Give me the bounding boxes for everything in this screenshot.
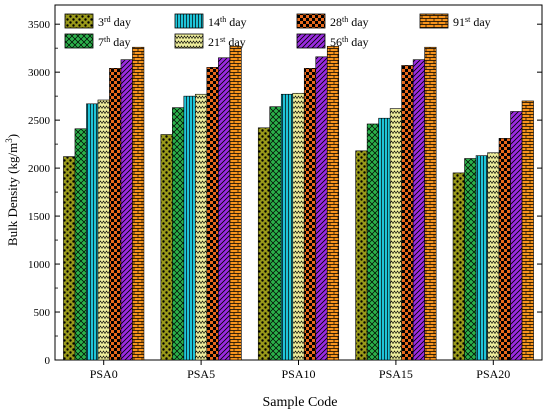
bar-psa0-series-3 [86,103,99,361]
x-tick-label: PSA0 [90,367,118,381]
bar-psa10-series-6 [315,56,328,361]
plot-area: 0 500 1000 1500 2000 2500 3000 3500 PSA0 PSA5 PSA1… [28,4,543,381]
legend-swatch-2 [64,33,94,49]
legend-label-3: 14th day [208,15,247,30]
bar-psa10-series-3 [280,93,294,361]
bar-psa0-series-1 [63,156,76,361]
bar-psa20-series-6 [510,111,523,361]
legend-label-2: 7th day [98,35,131,50]
y-axis-label-sup: 3 [4,138,14,143]
bar-psa15-series-4 [389,108,402,361]
legend-swatch-4 [174,33,204,49]
bar-psa0-series-7 [132,46,145,361]
bar-psa20-series-1 [452,172,465,361]
x-axis-label: Sample Code [262,395,337,410]
legend-label-4: 21st day [208,35,246,50]
y-tick-label: 1500 [28,211,51,223]
bar-psa15-series-5 [401,65,414,361]
bar-psa5-series-3 [183,95,196,361]
bar-psa0-series-6 [120,59,133,361]
y-tick-label: 3500 [28,19,51,31]
bar-psa15-series-2 [366,123,379,361]
y-tick-label: 500 [34,307,51,319]
x-tick-label: PSA10 [281,367,315,381]
bar-psa5-series-1 [160,134,173,361]
bar-psa15-series-3 [378,117,391,361]
bar-psa20-series-2 [464,158,477,361]
y-tick-label: 0 [45,355,51,367]
bar-psa20-series-4 [487,152,500,361]
bar-psa0-series-5 [109,68,122,361]
y-axis-label: Bulk Density (kg/m3) [4,134,20,246]
legend-swatch-1 [64,13,94,29]
legend-swatch-3 [174,13,204,29]
bar-psa20-series-3 [475,155,488,361]
y-axis-label-close: ) [5,134,20,138]
bar-psa10-series-4 [292,92,305,361]
x-tick-label: PSA20 [476,367,510,381]
legend-swatch-7 [419,13,449,29]
legend-label-7: 91st day [453,15,491,30]
bar-psa15-series-7 [424,46,437,361]
y-tick-label: 3000 [28,67,51,79]
bar-psa5-series-4 [195,93,208,361]
y-tick-label: 1000 [28,259,51,271]
bar-psa10-series-5 [303,68,317,361]
y-tick-label: 2000 [28,163,51,175]
bar-psa5-series-5 [206,67,219,361]
bar-psa15-series-1 [355,150,368,361]
legend-label-1: 3rd day [98,15,131,30]
legend-swatch-6 [296,33,326,49]
bar-psa5-series-7 [229,45,242,361]
bar-psa5-series-6 [218,57,231,361]
bar-psa20-series-7 [521,100,534,361]
legend-label-5: 28th day [330,15,369,30]
bar-psa0-series-4 [97,99,110,361]
bar-psa10-series-7 [326,45,340,361]
bar-psa15-series-6 [412,59,425,361]
bar-psa20-series-5 [498,138,511,361]
bar-psa10-series-2 [269,106,282,361]
y-tick-label: 2500 [28,115,51,127]
bar-psa0-series-2 [74,128,87,361]
bar-psa5-series-2 [172,107,185,361]
legend-label-6: 56th day [330,35,369,50]
bar-psa10-series-1 [257,127,271,361]
x-tick-label: PSA15 [379,367,413,381]
legend-swatch-5 [296,13,326,29]
x-tick-label: PSA5 [187,367,215,381]
y-axis-label-base: Bulk Density (kg/m [5,143,20,246]
